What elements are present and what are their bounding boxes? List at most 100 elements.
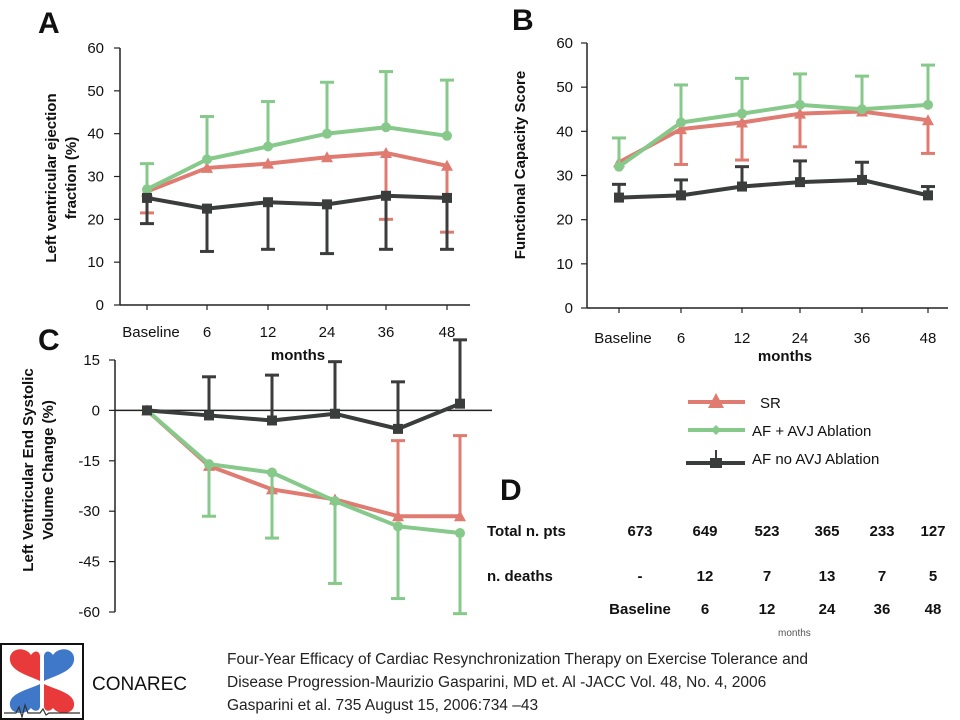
table-row3-cell: 12 — [759, 601, 776, 618]
chart-b-noavj-point — [857, 174, 867, 185]
chart-b-y-title: Functional Capacity Score — [512, 71, 529, 259]
heart-red-top-left-icon — [9, 649, 41, 681]
chart-b-x-tick-label: 12 — [734, 330, 751, 347]
chart-c-y-tick-label: -15 — [78, 453, 100, 470]
table-row2-cell: 5 — [929, 568, 937, 585]
chart-a-sr-point — [321, 151, 333, 163]
chart-b-x-tick-label: Baseline — [594, 330, 652, 347]
citation-line-2: Disease Progression-Maurizio Gasparini, … — [227, 674, 767, 691]
table-row1-cell: 649 — [692, 523, 717, 540]
chart-b-y-tick-label: 30 — [556, 168, 573, 185]
chart-c-noavj-point — [330, 408, 340, 419]
chart-b-sr-point — [675, 123, 687, 135]
heart-blue-bottom-left-icon — [9, 684, 41, 714]
chart-a-noavj-point — [263, 197, 273, 208]
chart-a-x-tick-label: 6 — [203, 324, 211, 341]
chart-b-noavj-point — [614, 192, 624, 203]
chart-a-y-tick-label: 0 — [96, 297, 104, 314]
chart-a-crt-point — [381, 122, 391, 133]
chart-c-y-tick-label: 15 — [83, 352, 100, 369]
chart-c-y-tick-label: 0 — [92, 402, 100, 419]
chart-a-x-tick-label: 36 — [378, 324, 395, 341]
chart-a-y-tick-label: 40 — [87, 126, 104, 143]
chart-a-y-tick-label: 50 — [87, 83, 104, 100]
chart-c-y-tick-label: -30 — [78, 503, 100, 520]
legend-noavj-marker — [710, 458, 722, 468]
table-row3-cell: 36 — [874, 601, 891, 618]
chart-a-noavj-line — [146, 193, 448, 211]
chart-a-x-tick-label: 24 — [319, 324, 336, 341]
table-row2-label: n. deaths — [487, 568, 553, 585]
chart-a-sr-point — [380, 146, 392, 158]
chart-b-crt-point — [614, 161, 624, 172]
chart-b-noavj-point — [795, 177, 805, 188]
citation-line-3: Gasparini et al. 735 August 15, 2006:734… — [227, 697, 539, 714]
legend-crt-marker — [711, 425, 721, 435]
legend-sr-label: SR — [760, 395, 781, 412]
chart-a-crt-point — [142, 184, 152, 195]
chart-b-x-tick-label: 36 — [854, 330, 871, 347]
chart-b-sr-point — [794, 107, 806, 119]
chart-b-noavj-point — [923, 190, 933, 201]
chart-a-ejection-fraction: 0 10 20 30 40 50 60 Baseline 6 12 24 36 48 months Left… — [43, 40, 470, 364]
table-row3-cell: 48 — [925, 601, 942, 618]
chart-b-y-tick-label: 10 — [556, 256, 573, 273]
chart-c-noavj-point — [204, 410, 214, 421]
chart-a-noavj-point — [381, 190, 391, 201]
panel-letter-d: D — [500, 474, 522, 507]
chart-c-y-tick-label: -45 — [78, 554, 100, 571]
chart-c-crt-point — [393, 521, 403, 532]
conarec-logo — [0, 643, 84, 720]
chart-c-y-tick-label: -60 — [78, 604, 100, 621]
chart-a-y-tick-label: 20 — [87, 211, 104, 228]
chart-b-y-tick-label: 40 — [556, 123, 573, 140]
legend-noavj-label: AF no AVJ Ablation — [752, 451, 879, 468]
chart-b-sr-point — [736, 116, 748, 128]
panel-letter-b: B — [512, 4, 534, 37]
chart-b-crt-point — [737, 108, 747, 119]
table-row3-cell: 6 — [701, 601, 709, 618]
chart-a-sr-point — [262, 157, 274, 169]
chart-c-y-title: Left Ventricular End Systolic Volume Chan… — [20, 368, 57, 571]
panel-letter-a: A — [38, 7, 60, 40]
chart-b-y-tick-label: 0 — [565, 300, 573, 317]
chart-c-crt-point — [204, 459, 214, 470]
chart-b-crt-point — [795, 99, 805, 110]
chart-a-noavj-point — [202, 203, 212, 214]
chart-b-y-tick-label: 20 — [556, 212, 573, 229]
chart-a-crt-line — [146, 125, 448, 192]
chart-a-sr-point — [441, 159, 453, 171]
chart-c-crt-point — [330, 496, 340, 507]
table-row1-cell: 673 — [627, 523, 652, 540]
chart-b-noavj-point — [737, 181, 747, 192]
table-row2-cell: 13 — [819, 568, 836, 585]
chart-c-sr-point — [454, 510, 466, 522]
chart-b-crt-line — [617, 102, 929, 169]
chart-b-y-title-line: Functional Capacity Score — [512, 71, 529, 259]
chart-a-y-title-line: Left ventricular ejection — [43, 93, 60, 262]
table-row1-label: Total n. pts — [487, 523, 566, 540]
citation-line-1: Four-Year Efficacy of Cardiac Resynchron… — [227, 651, 808, 668]
chart-b-x-title: months — [758, 348, 812, 365]
chart-c-y-title-line: Left Ventricular End Systolic — [20, 368, 37, 571]
heart-red-bottom-right-icon — [43, 684, 75, 714]
table-row1-cell: 523 — [754, 523, 779, 540]
table-months-label: months — [778, 628, 811, 639]
chart-a-y-title-line: fraction (%) — [63, 137, 80, 220]
chart-a-x-tick-label: 48 — [439, 324, 456, 341]
chart-b-noavj-line — [618, 177, 929, 200]
chart-a-noavj-point — [322, 199, 332, 210]
table-row2-cell: 12 — [697, 568, 714, 585]
chart-a-sr-point — [201, 161, 213, 173]
table-row1-cell: 365 — [814, 523, 839, 540]
chart-c-crt-point — [267, 467, 277, 478]
table-d: Total n. pts n. deaths 673 649 523 365 233 12… — [487, 523, 946, 639]
chart-c-crt-point — [455, 528, 465, 539]
ecg-trace-icon — [4, 702, 80, 720]
chart-c-crt-line — [145, 408, 461, 536]
chart-c-noavj-point — [267, 415, 277, 426]
chart-c-y-title-line: Volume Change (%) — [40, 400, 57, 540]
chart-a-crt-point — [263, 141, 273, 152]
chart-a-x-tick-label: Baseline — [122, 324, 180, 341]
table-row2-cell: - — [638, 568, 643, 585]
